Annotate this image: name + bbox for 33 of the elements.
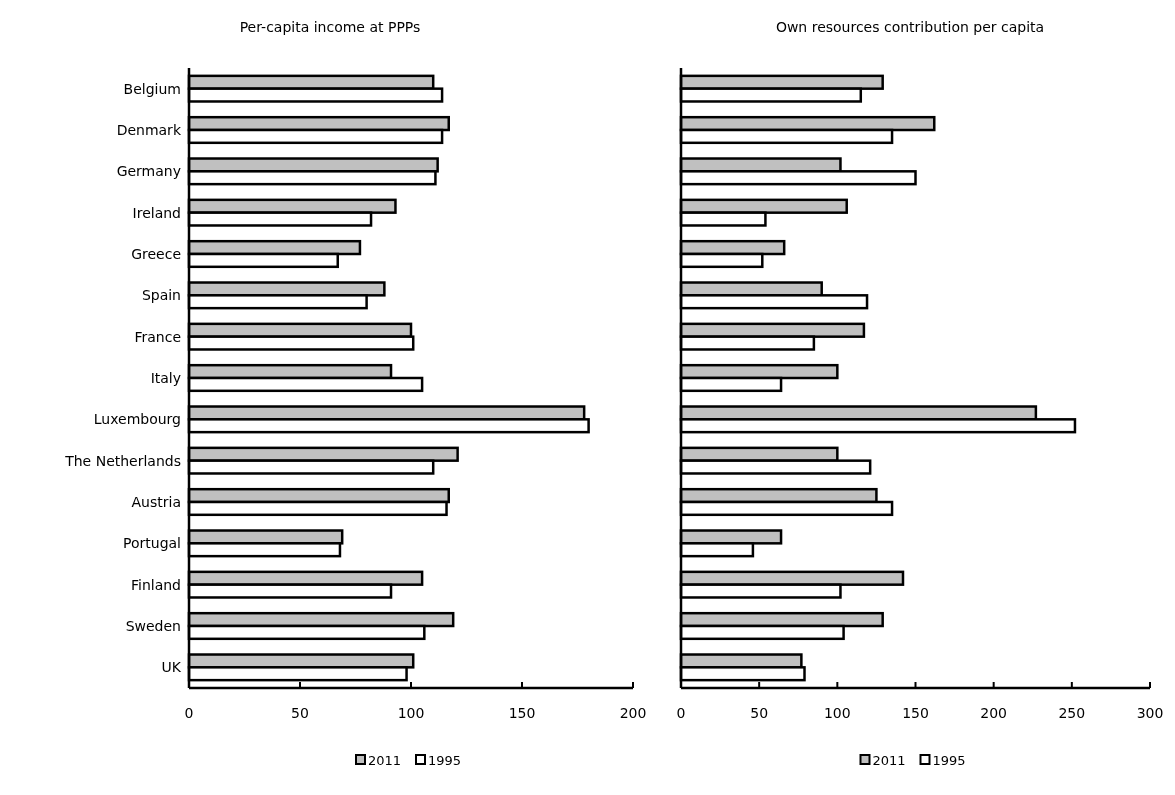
y-tick-label: Portugal [123,535,181,552]
chart-title: Own resources contribution per capita [775,19,1045,35]
x-tick-label: 150 [508,705,536,721]
legend-label: 1995 [428,753,462,768]
x-tick-label: 100 [397,705,425,721]
legend-label: 2011 [368,753,402,768]
x-tick-label: 50 [750,705,769,721]
chart-title: Per-capita income at PPPs [239,19,421,35]
y-tick-label: Germany [116,163,181,180]
y-tick-label: Sweden [125,618,181,634]
y-tick-label: Italy [150,370,181,386]
x-tick-label: 150 [902,705,929,721]
y-tick-label: Ireland [132,204,181,221]
y-tick-label: Austria [131,494,181,510]
legend-label: 1995 [932,753,966,768]
y-tick-label: Spain [141,287,181,304]
x-tick-label: 50 [291,705,309,721]
x-tick-label: 0 [676,705,686,721]
legend-label: 2011 [872,753,906,768]
y-tick-label: Finland [130,576,181,593]
y-tick-label: UK [161,659,182,676]
x-tick-label: 200 [619,705,647,721]
x-tick-label: 100 [823,705,851,721]
x-tick-label: 250 [1058,705,1086,721]
x-tick-label: 0 [184,705,194,721]
x-tick-label: 300 [1136,705,1164,721]
y-tick-label: The Netherlands [64,452,181,469]
y-tick-label: France [134,328,181,345]
y-tick-label: Denmark [116,122,182,138]
y-tick-label: Belgium [123,80,181,97]
x-tick-label: 200 [980,705,1008,721]
y-tick-label: Luxembourg [93,411,181,428]
y-tick-label: Greece [131,246,181,262]
